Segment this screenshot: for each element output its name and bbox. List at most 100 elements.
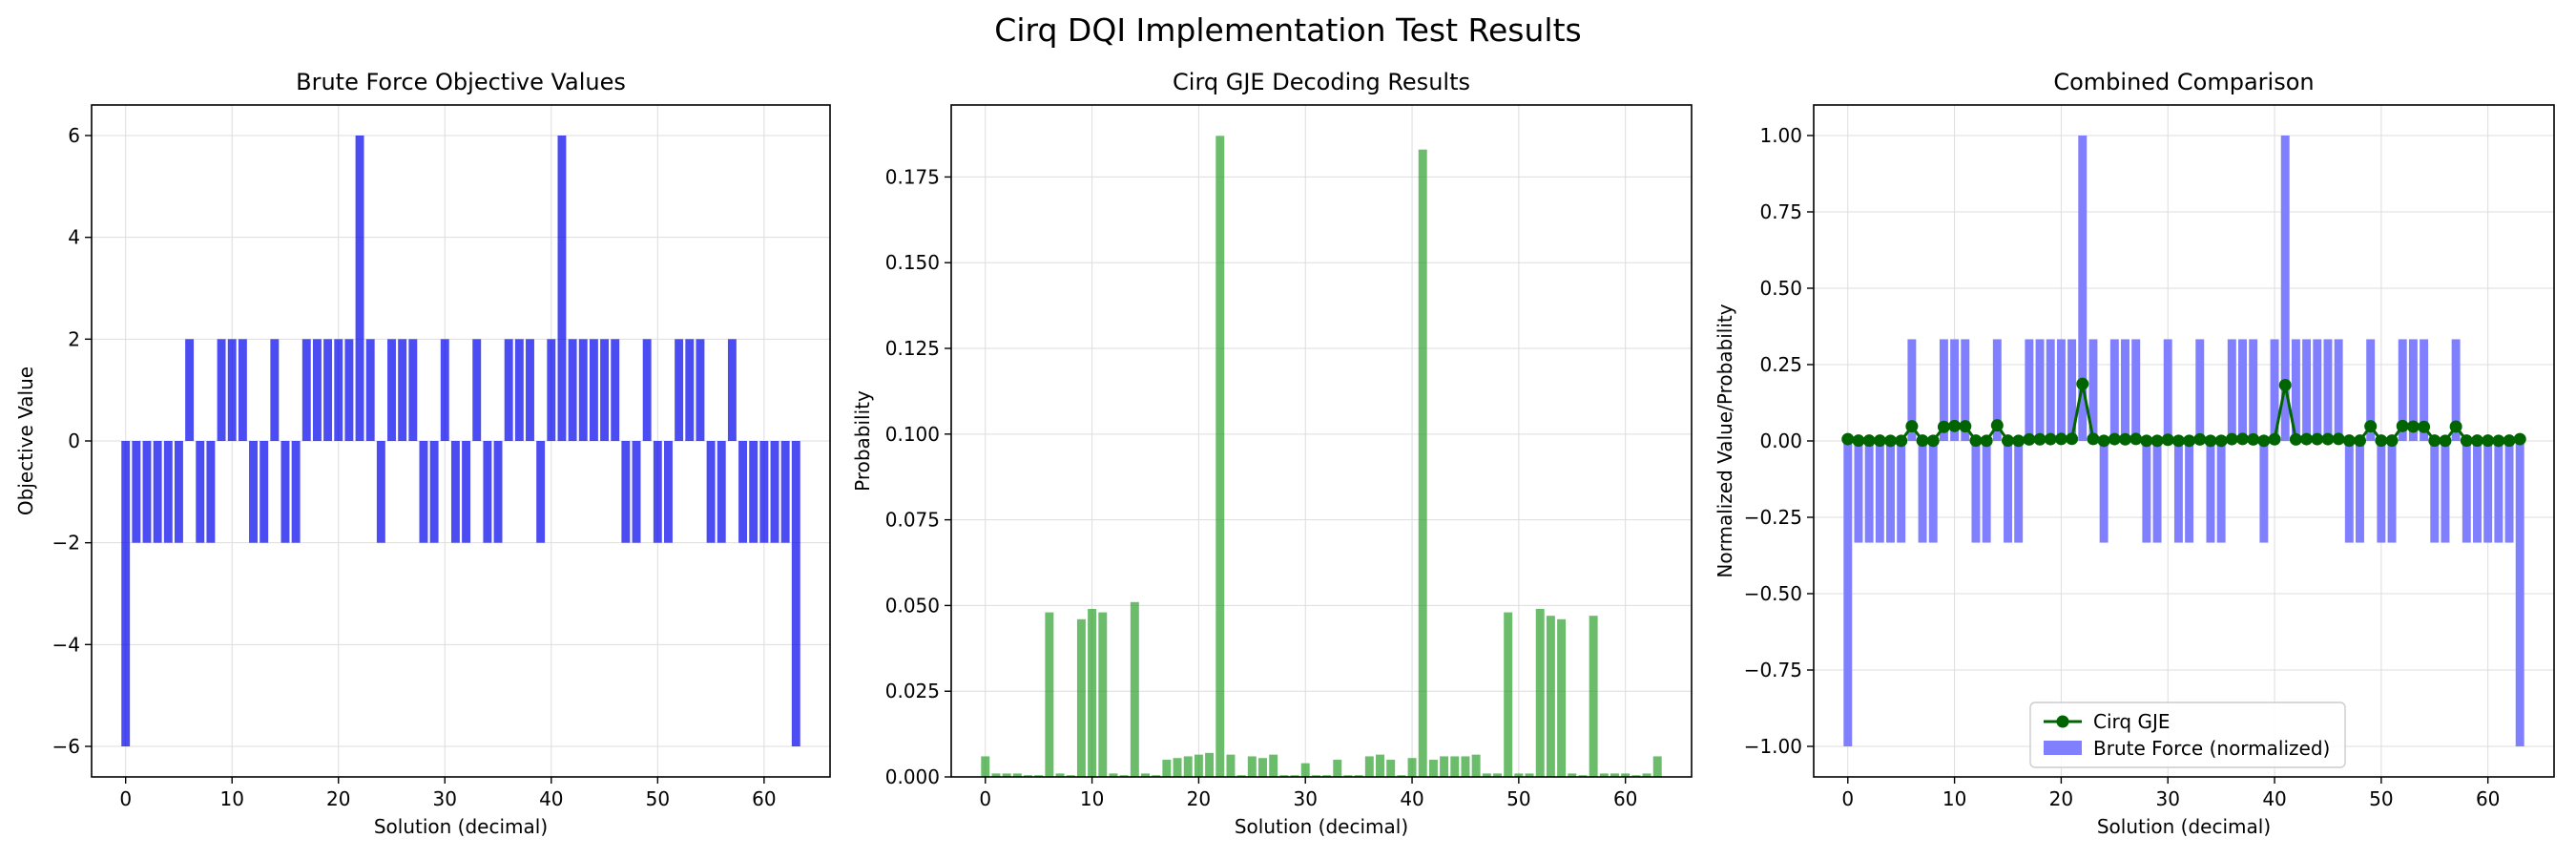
bar (2259, 441, 2269, 543)
bar (2462, 441, 2471, 543)
bar (1024, 775, 1032, 777)
bar (2163, 339, 2172, 441)
bar (2142, 441, 2151, 543)
bar (1386, 760, 1396, 777)
bar (1482, 773, 1491, 777)
bar (2270, 339, 2279, 441)
bar (1854, 441, 1863, 543)
bar (260, 441, 269, 543)
bar (142, 441, 152, 543)
bar (174, 441, 183, 543)
bar (132, 441, 141, 543)
bar (2152, 441, 2162, 543)
data-point (1937, 420, 1950, 433)
data-point (2087, 432, 2100, 446)
bar (1258, 758, 1267, 777)
y-tick-label: 0.100 (885, 423, 940, 446)
x-tick-label: 10 (219, 787, 243, 810)
bar (440, 339, 449, 441)
bar (2185, 441, 2194, 543)
bar (1173, 758, 1182, 777)
y-axis-label: Objective Value (14, 367, 37, 515)
y-axis-label: Normalized Value/Probability (1714, 304, 1736, 577)
y-tick-label: −2 (52, 532, 80, 555)
data-point (2247, 432, 2260, 446)
y-tick-label: 0.50 (1759, 277, 1802, 300)
chart-title: Cirq GJE Decoding Results (1173, 69, 1470, 95)
bar (450, 441, 460, 543)
bar (547, 339, 556, 441)
bar (791, 441, 800, 746)
bar (653, 441, 662, 543)
bar (419, 441, 428, 543)
bar (2195, 339, 2205, 441)
bar (1098, 612, 1108, 777)
y-tick-label: 0.75 (1759, 200, 1802, 223)
bar (153, 441, 162, 543)
bar (2302, 339, 2312, 441)
bar (1992, 339, 2002, 441)
bar (1971, 441, 1981, 543)
bar (1333, 760, 1342, 777)
bar (1205, 752, 1215, 777)
bar (1886, 441, 1895, 543)
bar (1428, 760, 1438, 777)
data-point (2023, 432, 2036, 446)
bar (1875, 441, 1884, 543)
x-tick-label: 40 (539, 787, 563, 810)
bar (2441, 441, 2450, 543)
bar (2078, 136, 2088, 441)
chart-title: Brute Force Objective Values (296, 69, 626, 95)
bar (1407, 758, 1417, 777)
bar (1162, 760, 1172, 777)
x-tick-label: 10 (1942, 787, 1966, 810)
bar (568, 339, 577, 441)
bar (2473, 441, 2482, 543)
bar (291, 441, 301, 543)
bar (121, 441, 131, 746)
chart-title: Combined Comparison (2053, 69, 2314, 95)
y-tick-label: 0.00 (1759, 430, 1802, 452)
bar (717, 441, 726, 543)
bar (1183, 756, 1193, 777)
data-point (2066, 432, 2079, 446)
bar (1119, 775, 1129, 777)
bar (1300, 763, 1310, 777)
data-point (2385, 434, 2399, 448)
x-tick-label: 30 (1294, 787, 1318, 810)
x-tick-label: 50 (646, 787, 670, 810)
bar (664, 441, 673, 543)
data-point (1862, 434, 1876, 448)
bar (642, 339, 652, 441)
data-point (2033, 432, 2046, 446)
bar (1311, 775, 1320, 777)
bar (1939, 339, 1948, 441)
data-point (1852, 434, 1865, 448)
bar (1557, 618, 1567, 777)
bar (749, 441, 758, 543)
bar (1279, 775, 1289, 777)
bar (1864, 441, 1874, 543)
bar (2366, 339, 2376, 441)
y-tick-label: 0.025 (885, 680, 940, 702)
data-point (2449, 420, 2462, 433)
data-point (1841, 432, 1855, 446)
bar (526, 339, 534, 441)
x-tick-label: 20 (2049, 787, 2073, 810)
data-point (2364, 420, 2378, 433)
y-tick-label: 0.175 (885, 165, 940, 188)
data-point (2375, 434, 2388, 448)
bar (600, 339, 610, 441)
data-point (2353, 434, 2366, 448)
bar (1546, 616, 1555, 777)
bar (2109, 339, 2119, 441)
x-tick-label: 10 (1080, 787, 1104, 810)
data-point (2482, 434, 2495, 448)
bar (1461, 756, 1470, 777)
bar (163, 441, 173, 543)
data-point (2235, 432, 2249, 446)
bar (1642, 773, 1652, 777)
x-tick-label: 60 (1613, 787, 1637, 810)
bar (2334, 339, 2343, 441)
bar (1961, 339, 1970, 441)
